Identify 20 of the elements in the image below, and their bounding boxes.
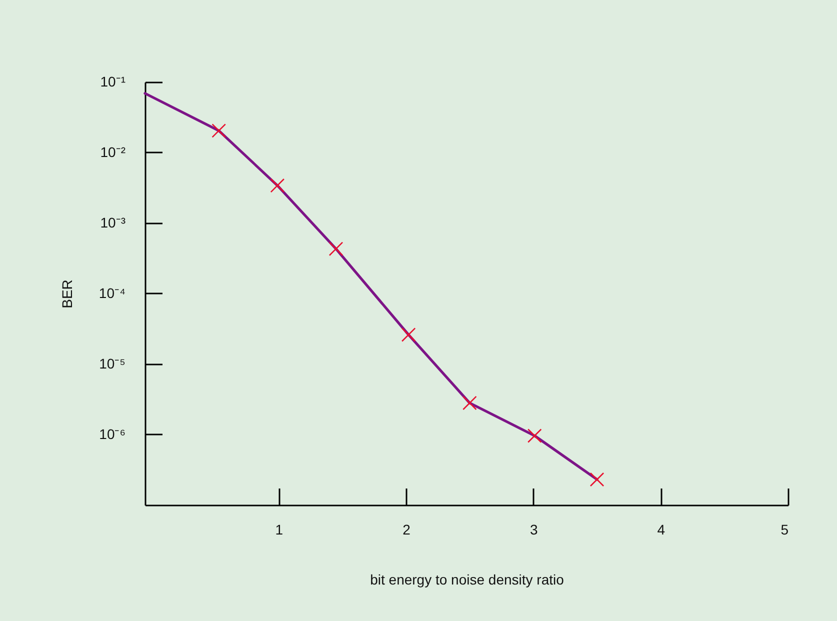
x-tick-label: 2 xyxy=(402,522,411,538)
y-tick-label: 10⁻¹ xyxy=(100,74,126,90)
y-tick-label: 10⁻⁴ xyxy=(98,285,126,301)
y-tick-label: 10⁻³ xyxy=(100,214,126,230)
y-tick-label: 10⁻⁵ xyxy=(99,356,126,372)
x-tick-label: 3 xyxy=(530,522,538,538)
point xyxy=(328,242,344,256)
x-tick-label: 1 xyxy=(275,522,284,538)
point xyxy=(527,428,542,443)
y-axis-title: BER xyxy=(58,280,75,308)
x-axis-title: bit energy to noise density ratio xyxy=(370,572,564,588)
point xyxy=(590,472,604,487)
point xyxy=(462,396,477,410)
x-tick-label: 5 xyxy=(780,522,789,538)
y-tick-label: 10⁻² xyxy=(100,144,126,160)
point xyxy=(401,328,416,342)
y-tick-label: 10⁻⁶ xyxy=(99,426,126,442)
x-tick-label: 4 xyxy=(657,522,666,538)
point xyxy=(270,178,285,193)
point xyxy=(212,124,226,138)
